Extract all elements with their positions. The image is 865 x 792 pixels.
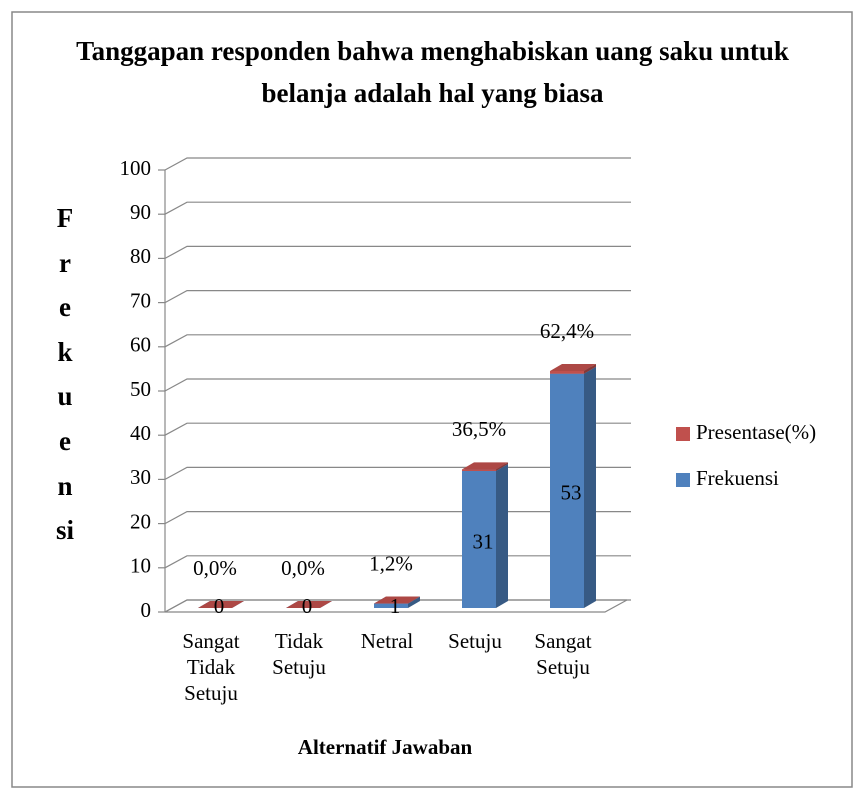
y-tick-label: 90 bbox=[130, 200, 151, 224]
grid-line bbox=[164, 157, 631, 171]
value-label: 0 bbox=[214, 594, 225, 618]
bar-side bbox=[584, 366, 596, 608]
bar-side bbox=[408, 596, 420, 608]
bar-segment bbox=[462, 470, 496, 608]
bar-top bbox=[198, 601, 244, 608]
bar-segment bbox=[550, 373, 584, 608]
y-tick-label: 30 bbox=[130, 465, 151, 489]
y-tick-label: 60 bbox=[130, 333, 151, 357]
bar-segment bbox=[550, 370, 584, 374]
y-tick-label: 0 bbox=[141, 598, 152, 622]
chart-border bbox=[11, 11, 853, 788]
grid-line bbox=[164, 201, 631, 215]
grid-line bbox=[164, 334, 631, 348]
bar-side bbox=[496, 462, 508, 471]
y-tick-label: 40 bbox=[130, 421, 151, 445]
bar-side bbox=[584, 363, 596, 374]
bar-side bbox=[496, 463, 508, 608]
x-axis-label: Alternatif Jawaban bbox=[297, 735, 473, 759]
bar-top bbox=[286, 601, 332, 608]
value-label: 31 bbox=[473, 529, 494, 553]
bar-top bbox=[462, 462, 508, 470]
value-label: 1 bbox=[390, 594, 401, 618]
grid-line bbox=[164, 422, 631, 436]
y-tick-label: 10 bbox=[130, 554, 151, 578]
value-label: 53 bbox=[561, 481, 582, 505]
value-label: 36,5% bbox=[452, 417, 506, 441]
bar-top bbox=[374, 596, 420, 604]
grid-line bbox=[164, 378, 631, 392]
value-label: 0 bbox=[302, 594, 313, 618]
y-tick-label: 100 bbox=[120, 156, 152, 180]
value-label: 62,4% bbox=[540, 319, 594, 343]
x-tick-label: Setuju bbox=[448, 629, 502, 653]
grid-line bbox=[164, 290, 631, 304]
legend-swatch bbox=[676, 427, 690, 441]
y-tick-label: 70 bbox=[130, 288, 151, 312]
x-tick-label: Sangat Tidak Setuju bbox=[182, 629, 240, 705]
bar-segment bbox=[462, 469, 496, 471]
bar-top bbox=[550, 363, 596, 371]
y-tick-label: 80 bbox=[130, 244, 151, 268]
value-label: 0,0% bbox=[281, 556, 325, 580]
grid-line bbox=[164, 245, 631, 259]
x-tick-label: Netral bbox=[360, 629, 414, 653]
legend-swatch bbox=[676, 473, 690, 487]
legend-label: Frekuensi bbox=[696, 466, 779, 490]
bar-side bbox=[408, 596, 420, 604]
x-tick-label: Tidak Setuju bbox=[272, 629, 326, 679]
legend-label: Presentase(%) bbox=[696, 420, 816, 444]
y-tick-label: 20 bbox=[130, 509, 151, 533]
chart-title: Tanggapan responden bahwa menghabiskan u… bbox=[76, 36, 789, 108]
y-axis-label: Frekuensi bbox=[55, 203, 74, 546]
x-tick-label: Sangat Setuju bbox=[534, 629, 592, 679]
value-label: 0,0% bbox=[193, 556, 237, 580]
y-tick-label: 50 bbox=[130, 377, 151, 401]
bar-segment bbox=[374, 603, 408, 608]
value-label: 1,2% bbox=[369, 551, 413, 575]
